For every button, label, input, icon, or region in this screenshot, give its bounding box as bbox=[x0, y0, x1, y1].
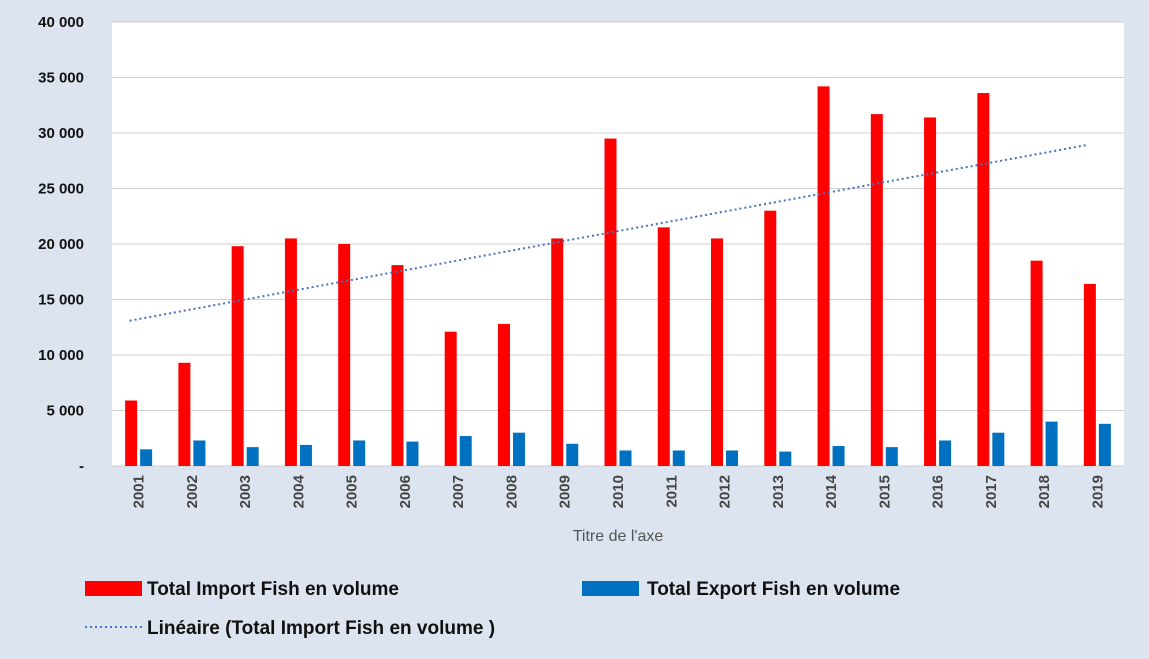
y-tick-label: 15 000 bbox=[38, 292, 84, 309]
legend-item-export[interactable]: Total Export Fish en volume bbox=[582, 579, 900, 600]
bar-export bbox=[512, 432, 525, 466]
bar-import bbox=[444, 331, 457, 466]
bar-export bbox=[1098, 423, 1111, 466]
x-tick-label: 2001 bbox=[131, 475, 148, 508]
x-tick-label: 2005 bbox=[344, 475, 361, 508]
bar-import bbox=[1030, 260, 1043, 466]
bar-import bbox=[497, 323, 510, 466]
bar-import bbox=[817, 86, 830, 466]
y-tick-label: 35 000 bbox=[38, 70, 84, 87]
y-tick-label: 20 000 bbox=[38, 236, 84, 253]
bar-import bbox=[870, 114, 883, 466]
y-tick-label: 30 000 bbox=[38, 125, 84, 142]
bar-import bbox=[764, 210, 777, 466]
bar-export bbox=[939, 440, 952, 466]
bar-export bbox=[459, 436, 472, 466]
legend-label-import: Total Import Fish en volume bbox=[147, 579, 399, 600]
bar-export bbox=[726, 450, 739, 466]
x-tick-label: 2003 bbox=[237, 475, 254, 508]
x-tick-label: 2019 bbox=[1089, 475, 1106, 508]
y-tick-label: 40 000 bbox=[38, 14, 84, 31]
bar-import bbox=[391, 265, 404, 466]
bar-import bbox=[1083, 283, 1096, 466]
bar-export bbox=[1045, 421, 1058, 466]
bar-export bbox=[832, 446, 845, 466]
bar-import bbox=[924, 117, 937, 467]
bar-export bbox=[140, 449, 153, 466]
bar-export bbox=[193, 440, 206, 466]
x-tick-label: 2002 bbox=[184, 475, 201, 508]
x-tick-label: 2004 bbox=[290, 474, 307, 508]
bar-import bbox=[551, 238, 564, 466]
legend-swatch-export bbox=[582, 581, 639, 596]
legend-label-trendline: Linéaire (Total Import Fish en volume ) bbox=[147, 618, 495, 639]
x-tick-label: 2010 bbox=[610, 475, 627, 508]
bar-export bbox=[885, 447, 898, 466]
bar-import bbox=[604, 138, 617, 467]
legend-label-export: Total Export Fish en volume bbox=[647, 579, 900, 600]
x-tick-label: 2011 bbox=[663, 475, 680, 508]
y-tick-label: - bbox=[79, 458, 84, 475]
y-tick-label: 5 000 bbox=[46, 403, 84, 420]
x-tick-label: 2006 bbox=[397, 475, 414, 508]
bar-export bbox=[353, 440, 366, 466]
bar-import bbox=[231, 246, 244, 466]
x-tick-label: 2013 bbox=[770, 475, 787, 508]
legend-swatch-import bbox=[85, 581, 142, 596]
y-axis-ticks: - 5 000 10 000 15 000 20 000 25 000 30 000 35 0… bbox=[38, 14, 84, 475]
bar-export bbox=[992, 432, 1005, 466]
x-tick-label: 2015 bbox=[876, 475, 893, 508]
bar-import bbox=[338, 244, 351, 466]
x-tick-label: 2008 bbox=[503, 475, 520, 508]
bar-import bbox=[711, 238, 724, 466]
x-axis-ticks: 2001 2002 2003 2004 2005 2006 2007 2008 2009 2010… bbox=[131, 474, 1107, 508]
bar-export bbox=[672, 450, 685, 466]
x-tick-label: 2009 bbox=[557, 475, 574, 508]
legend-item-import[interactable]: Total Import Fish en volume bbox=[85, 579, 399, 600]
x-tick-label: 2012 bbox=[717, 475, 734, 508]
bar-export bbox=[299, 444, 312, 466]
gridlines bbox=[112, 21, 1124, 467]
x-tick-label: 2017 bbox=[983, 475, 1000, 508]
legend-item-trendline[interactable]: Linéaire (Total Import Fish en volume ) bbox=[85, 618, 495, 639]
legend: Total Import Fish en volume Total Export… bbox=[85, 579, 900, 639]
bar-export bbox=[566, 443, 579, 466]
bars bbox=[125, 86, 1111, 467]
y-tick-label: 10 000 bbox=[38, 347, 84, 364]
y-tick-label: 25 000 bbox=[38, 181, 84, 198]
bar-export bbox=[779, 451, 792, 466]
bar-import bbox=[977, 93, 990, 466]
x-tick-label: 2018 bbox=[1036, 475, 1053, 508]
x-tick-label: 2014 bbox=[823, 474, 840, 508]
x-tick-label: 2016 bbox=[930, 475, 947, 508]
x-tick-label: 2007 bbox=[450, 475, 467, 508]
bar-export bbox=[619, 450, 632, 466]
bar-import bbox=[284, 238, 297, 466]
bar-export bbox=[406, 441, 419, 466]
bar-export bbox=[246, 447, 259, 466]
bar-import bbox=[178, 362, 191, 466]
bar-import bbox=[125, 400, 138, 466]
x-axis-label: Titre de l'axe bbox=[573, 528, 664, 545]
bar-import bbox=[657, 227, 670, 466]
